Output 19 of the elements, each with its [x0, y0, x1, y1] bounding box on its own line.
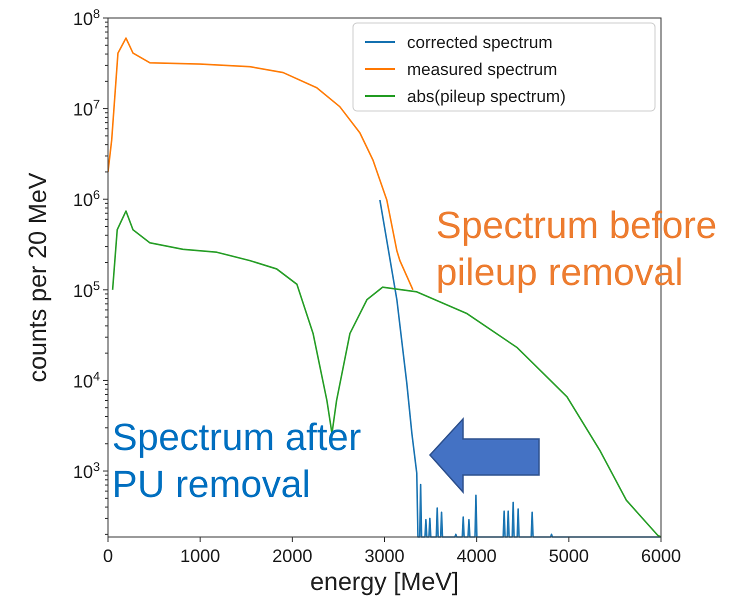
legend-label: corrected spectrum: [407, 33, 552, 52]
annotation: Spectrum after PU removal: [112, 417, 362, 506]
legend-label: abs(pileup spectrum): [407, 87, 566, 106]
x-tick-label: 0: [102, 546, 114, 566]
y-tick-label: 10$^{3}$: [72, 460, 100, 482]
x-tick-label: 1000: [180, 546, 220, 566]
x-tick-label: 4000: [456, 546, 497, 566]
y-tick-label: 10$^{6}$: [72, 188, 100, 210]
x-tick-label: 6000: [640, 546, 682, 566]
legend-label: measured spectrum: [407, 60, 558, 79]
y-tick-label: 10$^{5}$: [72, 278, 100, 301]
y-tick-label: 10$^{4}$: [72, 369, 100, 392]
x-tick-label: 3000: [364, 546, 405, 566]
x-axis-title: energy [MeV]: [310, 568, 459, 596]
y-tick-label: 10$^{7}$: [72, 98, 100, 120]
x-tick-label: 2000: [272, 546, 312, 566]
y-axis-title: counts per 20 MeV: [24, 172, 52, 382]
x-tick-label: 5000: [548, 546, 589, 566]
y-tick-label: 10$^{8}$: [72, 7, 100, 29]
